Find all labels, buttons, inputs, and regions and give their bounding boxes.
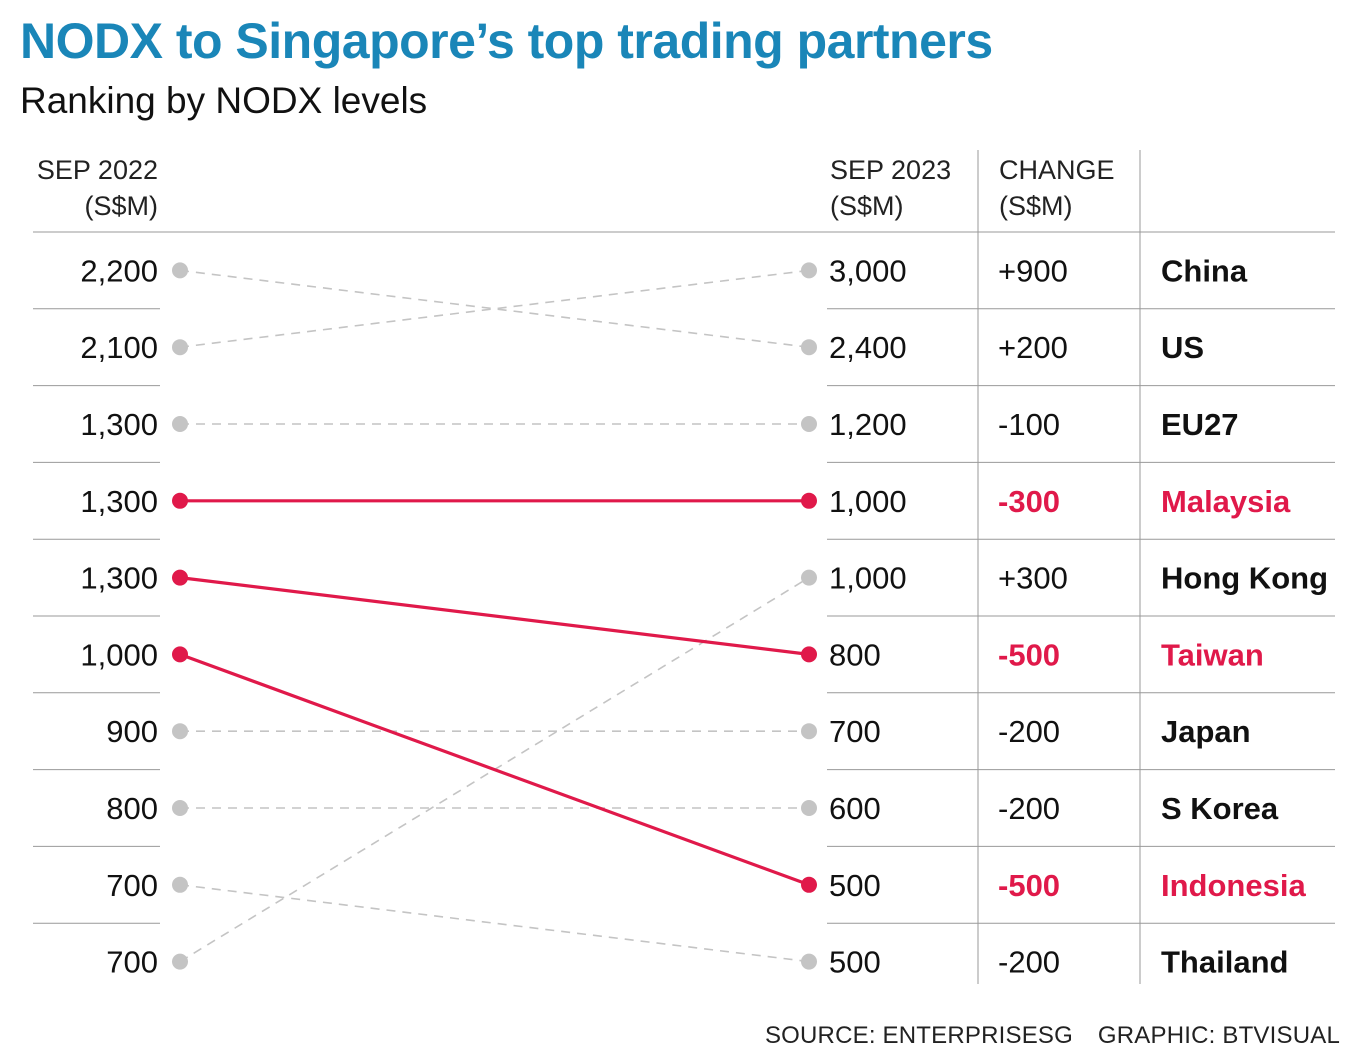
footer-graphic: GRAPHIC: BTVISUAL — [1097, 1022, 1340, 1049]
value-2023-label: 700 — [829, 714, 881, 749]
point-2022-indonesia — [172, 646, 188, 663]
change-label-s-korea: -200 — [998, 791, 1060, 826]
value-2023-label: 800 — [829, 637, 881, 672]
change-label-indonesia: -500 — [998, 868, 1060, 903]
value-2022-label: 1,300 — [80, 407, 158, 442]
change-label-china: +900 — [998, 253, 1068, 288]
point-2022-eu27 — [172, 416, 188, 432]
header-sep-2023-line2: (S$M) — [830, 191, 904, 221]
partner-label-china: China — [1161, 253, 1248, 288]
change-label-thailand: -200 — [998, 945, 1060, 980]
value-2022-label: 1,300 — [80, 484, 158, 519]
partner-label-s-korea: S Korea — [1161, 791, 1279, 826]
value-2023-label: 1,000 — [829, 561, 907, 596]
header-change-line1: CHANGE — [999, 155, 1115, 185]
point-2022-hong-kong — [172, 953, 188, 970]
header-sep-2023: SEP 2023 (S$M) — [830, 152, 951, 224]
row-rules — [33, 231, 1335, 924]
point-2023-taiwan — [801, 646, 817, 663]
value-2022-label: 700 — [106, 945, 158, 980]
header-change: CHANGE (S$M) — [999, 152, 1115, 224]
value-2022-label: 2,100 — [80, 330, 158, 365]
value-2022-label: 1,000 — [80, 637, 158, 672]
value-2023-label: 2,400 — [829, 330, 907, 365]
point-2023-us — [801, 339, 817, 356]
partner-label-eu27: EU27 — [1161, 407, 1239, 442]
value-2022-label: 900 — [106, 714, 158, 749]
value-2022-label: 1,300 — [80, 561, 158, 596]
value-2023-label: 600 — [829, 791, 881, 826]
value-2022-label: 700 — [106, 868, 158, 903]
point-2022-japan — [172, 723, 188, 740]
slope-line-taiwan — [179, 576, 810, 656]
slope-line-indonesia — [179, 652, 810, 887]
point-2022-s-korea — [172, 800, 188, 816]
header-sep-2023-line1: SEP 2023 — [830, 155, 952, 185]
change-label-malaysia: -300 — [998, 484, 1060, 519]
partner-label-us: US — [1161, 330, 1204, 365]
point-2022-thailand — [172, 876, 188, 893]
point-2023-thailand — [801, 953, 817, 970]
change-label-taiwan: -500 — [998, 637, 1060, 672]
partner-label-thailand: Thailand — [1161, 945, 1288, 980]
header-change-line2: (S$M) — [999, 191, 1073, 221]
point-2023-malaysia — [801, 492, 817, 509]
change-label-eu27: -100 — [998, 407, 1060, 442]
point-2023-eu27 — [801, 416, 817, 432]
footer: SOURCE: ENTERPRISESG GRAPHIC: BTVISUAL — [747, 1022, 1340, 1050]
point-2022-taiwan — [172, 569, 188, 586]
point-2023-hong-kong — [801, 569, 817, 586]
value-2022-label: 2,200 — [80, 253, 158, 288]
partner-label-hong-kong: Hong Kong — [1161, 561, 1328, 596]
change-label-japan: -200 — [998, 714, 1060, 749]
change-label-us: +200 — [998, 330, 1068, 365]
value-2023-label: 3,000 — [829, 253, 907, 288]
value-2023-label: 500 — [829, 945, 881, 980]
header-sep-2022: SEP 2022 (S$M) — [37, 152, 158, 224]
footer-source: SOURCE: ENTERPRISESG — [764, 1022, 1073, 1049]
value-2022-label: 800 — [106, 791, 158, 826]
slope-line-china — [179, 269, 810, 348]
partner-label-japan: Japan — [1161, 714, 1251, 749]
partner-label-taiwan: Taiwan — [1161, 637, 1264, 672]
partner-label-indonesia: Indonesia — [1161, 868, 1306, 903]
point-2023-china — [801, 262, 817, 279]
point-2022-malaysia — [172, 492, 188, 509]
point-2022-us — [172, 262, 188, 279]
point-2022-china — [172, 339, 188, 356]
value-2023-label: 1,200 — [829, 407, 907, 442]
point-2023-s-korea — [801, 800, 817, 816]
slope-line-thailand — [179, 884, 810, 963]
header-sep-2022-line1: SEP 2022 — [36, 155, 158, 185]
slope-line-us — [179, 269, 810, 348]
value-2023-label: 500 — [829, 868, 881, 903]
change-label-hong-kong: +300 — [998, 561, 1068, 596]
chart-subtitle: Ranking by NODX levels — [20, 80, 428, 121]
partner-label-malaysia: Malaysia — [1161, 484, 1291, 519]
point-2023-indonesia — [801, 876, 817, 893]
value-2023-label: 1,000 — [829, 484, 907, 519]
header-sep-2022-line2: (S$M) — [84, 191, 159, 221]
point-2023-japan — [801, 723, 817, 740]
chart-title: NODX to Singapore’s top trading partners — [20, 13, 993, 69]
